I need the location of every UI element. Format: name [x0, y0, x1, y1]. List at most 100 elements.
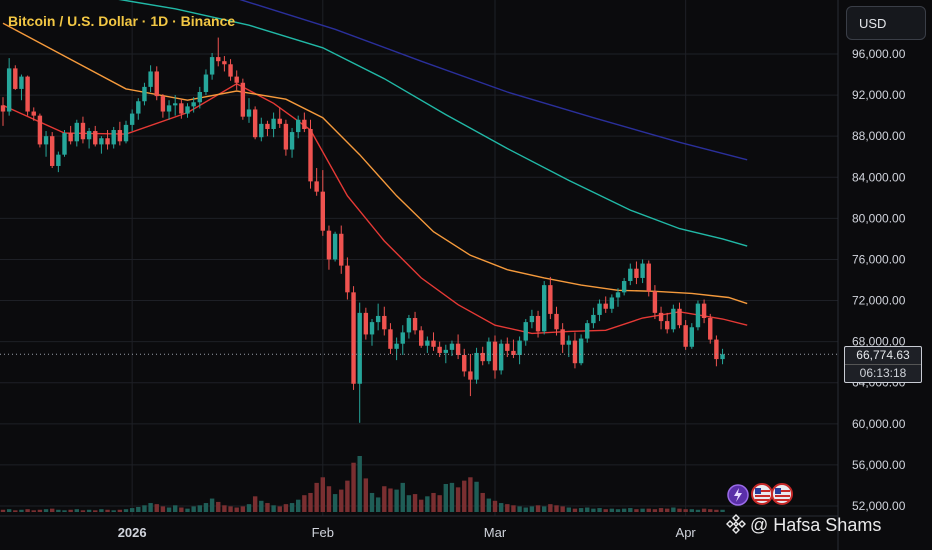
volume-bar	[388, 488, 393, 512]
candle-body	[93, 131, 98, 145]
candle-body	[117, 130, 123, 142]
candle-body	[339, 233, 344, 266]
volume-bar	[708, 509, 713, 512]
candle-body	[621, 281, 627, 293]
candle-body	[142, 86, 147, 102]
volume-bar	[209, 498, 215, 512]
candle-body	[468, 371, 473, 380]
volume-bar	[720, 509, 725, 512]
candle-body	[695, 303, 701, 328]
volume-bar	[646, 508, 651, 512]
candle-body	[542, 285, 547, 332]
candle-body	[449, 343, 455, 350]
candle-body	[326, 230, 332, 260]
volume-bar	[56, 509, 61, 512]
volume-bar	[560, 506, 565, 512]
volume-bar	[640, 508, 645, 512]
currency-button[interactable]: USD	[846, 6, 926, 40]
candle-body	[578, 338, 584, 364]
moving-average-line	[118, 0, 748, 247]
candle-body	[369, 322, 375, 335]
candle-body	[455, 343, 461, 355]
candle-body	[351, 292, 356, 384]
volume-bar	[529, 506, 535, 512]
candle-body	[185, 106, 190, 114]
volume-bar	[578, 508, 584, 512]
candle-body	[474, 352, 479, 380]
candle-body	[240, 82, 246, 117]
volume-bar	[265, 503, 270, 512]
candle-body	[585, 323, 590, 339]
candle-body	[56, 154, 61, 166]
candle-body	[511, 350, 516, 355]
candle-body	[529, 315, 535, 323]
volume-bar	[474, 481, 479, 512]
volume-bar	[375, 497, 381, 512]
candle-body	[252, 109, 258, 138]
time-tick-label: 2026	[118, 525, 147, 540]
volume-bar	[74, 509, 79, 512]
volume-bar	[548, 504, 553, 512]
candle-body	[548, 285, 553, 314]
volume-bar	[462, 480, 467, 512]
volume-bar	[523, 507, 528, 512]
volume-bar	[117, 509, 123, 512]
candle-body	[640, 263, 645, 278]
watermark-text: @ Hafsa Shams	[750, 515, 882, 535]
candle-body	[609, 297, 615, 309]
volume-bar	[6, 509, 12, 512]
volume-bar	[621, 508, 627, 512]
volume-bar	[714, 509, 719, 512]
candle-body	[665, 321, 670, 330]
candle-body	[597, 303, 602, 315]
binance-diamond-icon	[726, 514, 746, 534]
volume-bar	[394, 489, 399, 512]
candle-body	[357, 312, 362, 384]
volume-bar	[572, 508, 578, 512]
candle-body	[166, 105, 172, 112]
volume-bar	[68, 509, 73, 512]
candle-body	[671, 308, 676, 330]
candle-body	[720, 354, 725, 360]
volume-bar	[351, 462, 356, 512]
volume-bar	[308, 492, 313, 512]
candle-body	[179, 103, 184, 114]
time-tick-label: Mar	[484, 525, 507, 540]
last-price: 66,774.63	[856, 348, 910, 362]
volume-bar	[665, 508, 670, 512]
volume-bar	[345, 480, 350, 512]
volume-bar	[296, 499, 301, 512]
volume-bar	[203, 503, 209, 512]
candle-body	[222, 61, 227, 65]
time-axis[interactable]: 2026 Feb Mar Apr	[118, 525, 697, 540]
price-tick-label: 96,000.00	[852, 47, 906, 61]
candle-body	[209, 57, 215, 75]
economic-events-icons[interactable]	[726, 482, 796, 508]
volume-bars	[0, 456, 725, 512]
candle-body	[431, 340, 436, 347]
volume-bar	[0, 509, 6, 512]
candle-body	[216, 57, 221, 62]
candle-body	[246, 109, 252, 117]
candle-body	[554, 313, 559, 330]
volume-bar	[652, 509, 658, 512]
volume-bar	[677, 508, 682, 512]
volume-bar	[431, 492, 436, 512]
candle-body	[406, 318, 412, 333]
candle-body	[677, 308, 682, 326]
candle-body	[505, 343, 510, 351]
candle-body	[111, 130, 116, 145]
volume-bar	[412, 494, 418, 512]
volume-bar	[154, 504, 159, 512]
candle-body	[136, 101, 141, 114]
volume-bar	[585, 507, 590, 512]
candle-body	[296, 119, 301, 133]
candle-body	[603, 303, 608, 309]
volume-bar	[597, 508, 602, 512]
volume-bar	[136, 506, 141, 512]
candle-body	[388, 329, 393, 349]
price-tick-label: 84,000.00	[852, 170, 906, 184]
volume-bar	[142, 505, 147, 512]
